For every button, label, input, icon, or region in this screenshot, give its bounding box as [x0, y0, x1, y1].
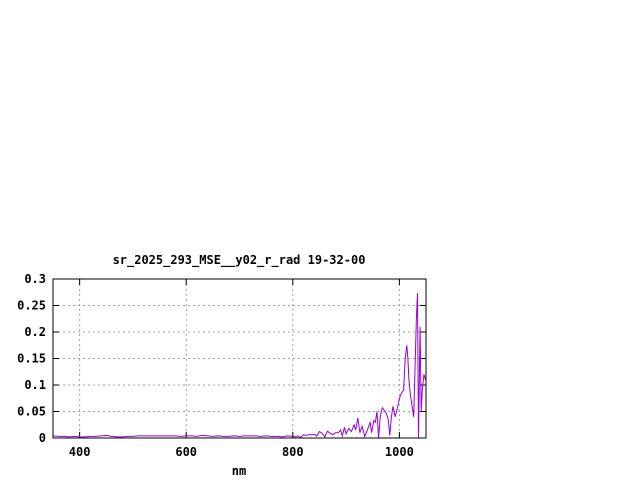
x-tick-label: 400 [69, 445, 91, 459]
y-tick-label: 0.2 [24, 325, 46, 339]
y-tick-label: 0.15 [17, 352, 46, 366]
y-axis: 0 0.05 0.1 0.15 0.2 0.25 0.3 [17, 272, 426, 445]
x-axis-label: nm [232, 464, 246, 478]
grid [53, 279, 426, 438]
x-tick-label: 600 [175, 445, 197, 459]
plot-border [52, 278, 427, 439]
chart-title: sr_2025_293_MSE__y02_r_rad 19-32-00 [113, 253, 366, 268]
y-tick-label: 0.3 [24, 272, 46, 286]
x-tick-label: 1000 [385, 445, 414, 459]
y-tick-label: 0.25 [17, 299, 46, 313]
y-tick-label: 0.1 [24, 378, 46, 392]
series-line [52, 293, 426, 439]
y-tick-label: 0.05 [17, 405, 46, 419]
x-axis: 400 600 800 1000 [69, 279, 414, 459]
x-tick-label: 800 [282, 445, 304, 459]
y-tick-label: 0 [39, 431, 46, 445]
